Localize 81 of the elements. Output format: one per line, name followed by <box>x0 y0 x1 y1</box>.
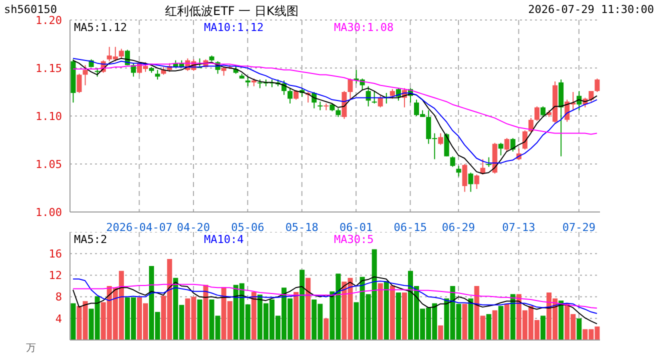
text: MA30:5 <box>334 233 375 246</box>
line-series <box>72 276 598 324</box>
bar <box>462 304 468 340</box>
candlestick <box>474 174 480 190</box>
x-tick-label: 05-06 <box>231 221 264 234</box>
line-series <box>72 278 598 314</box>
candlestick <box>504 138 510 152</box>
y-tick-label: 12 <box>48 269 62 282</box>
bar <box>384 281 389 340</box>
candlestick <box>540 106 546 118</box>
candlestick <box>438 132 444 146</box>
x-tick-label: 06-01 <box>340 221 373 234</box>
candlestick <box>522 130 528 150</box>
bar <box>396 292 401 340</box>
bar <box>438 325 444 340</box>
candlestick <box>390 88 395 100</box>
candlestick <box>378 95 383 108</box>
y-tick-label: 1.20 <box>36 14 62 27</box>
y-tick-label: 16 <box>48 248 62 261</box>
text: MA10:4 <box>204 233 245 246</box>
candlestick <box>462 164 468 192</box>
bar <box>306 278 311 340</box>
bar <box>251 292 256 340</box>
text: MA10:1.12 <box>204 21 265 34</box>
candlestick <box>450 156 456 168</box>
bar <box>540 316 546 340</box>
candlestick <box>534 106 540 122</box>
bar <box>70 303 76 340</box>
x-tick-label: 04-20 <box>176 221 210 234</box>
candlestick <box>594 78 600 92</box>
text: MA30:1.08 <box>334 21 395 34</box>
x-tick-label: 06-29 <box>442 221 476 234</box>
text: MA5:2 <box>74 233 108 246</box>
bar <box>486 314 492 340</box>
candlestick <box>82 64 88 86</box>
x-tick-label: 07-13 <box>502 221 536 234</box>
candlestick <box>348 78 353 100</box>
text: 2026-07-29 11:30:00 <box>528 3 654 16</box>
y-axis-title: 万 <box>26 342 36 355</box>
bar <box>468 298 474 340</box>
candlestick <box>456 165 462 177</box>
candlestick <box>444 132 450 157</box>
y-tick-label: 4 <box>55 312 62 326</box>
candlestick <box>288 88 293 104</box>
line-series <box>72 284 598 309</box>
candlestick <box>245 76 250 87</box>
bar <box>576 318 582 340</box>
y-tick-label: 1.00 <box>36 206 62 219</box>
candlestick <box>510 138 516 152</box>
chart-title: 红利低波ETF 一 日K线图 <box>165 3 298 20</box>
y-tick-label: 1.05 <box>36 158 62 171</box>
x-tick-label: 05-18 <box>285 221 318 234</box>
x-tick-label: 06-15 <box>394 221 427 234</box>
candlestick <box>468 172 474 192</box>
candlestick <box>76 73 82 94</box>
bar <box>324 318 329 340</box>
y-tick-label: 1.15 <box>36 62 62 75</box>
bar <box>558 300 564 340</box>
candlestick <box>372 90 377 104</box>
bar <box>294 292 299 340</box>
text: sh560150 <box>4 3 57 16</box>
x-tick-label: 2026-04-07 <box>106 221 172 234</box>
candlestick <box>294 90 299 100</box>
candlestick <box>130 62 136 78</box>
x-tick-label: 07-29 <box>562 221 596 234</box>
candlestick <box>486 156 492 168</box>
bar <box>300 270 305 340</box>
bar <box>390 285 395 340</box>
bar <box>504 304 510 340</box>
y-tick-label: 8 <box>55 290 62 304</box>
bar <box>498 306 504 340</box>
bar <box>378 283 383 340</box>
bar <box>203 284 208 340</box>
bar <box>510 294 516 340</box>
bar <box>492 310 498 340</box>
bar <box>402 292 407 340</box>
bar <box>197 300 202 340</box>
candlestick <box>118 48 124 59</box>
candlestick <box>498 142 504 156</box>
text: MA5:1.12 <box>74 21 128 34</box>
y-tick-label: 1.10 <box>36 110 62 123</box>
